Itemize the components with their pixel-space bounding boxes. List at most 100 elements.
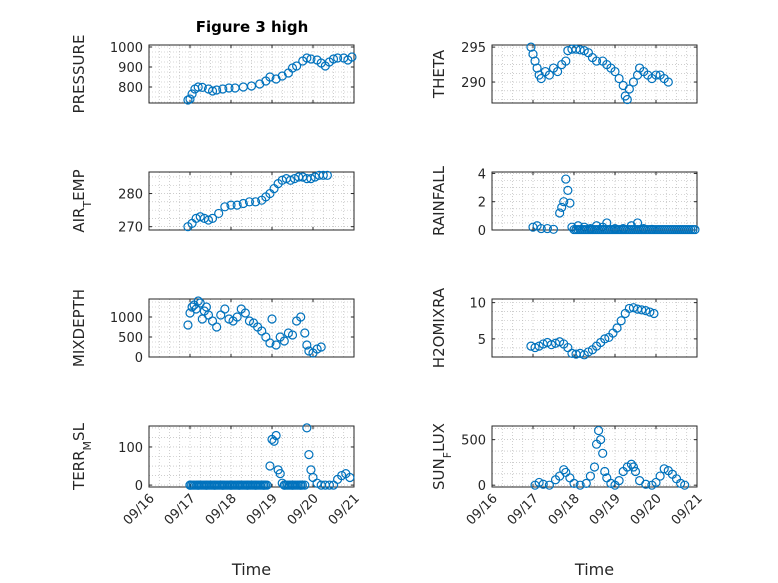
data-point	[628, 303, 639, 313]
data-point	[246, 81, 257, 91]
data-point	[269, 436, 279, 446]
data-point	[207, 213, 218, 223]
x-tick-label: 09/18	[546, 491, 583, 528]
data-point	[267, 314, 277, 324]
data-point	[622, 94, 632, 105]
y-axis-label: TERRMSL	[70, 422, 94, 491]
y-tick-label: 2	[478, 196, 486, 211]
axes-frame	[491, 298, 698, 358]
data-point	[292, 61, 302, 71]
data-point	[591, 56, 602, 66]
data-point	[306, 174, 316, 184]
data-point	[232, 312, 242, 322]
data-point	[616, 316, 626, 326]
data-point	[596, 435, 606, 445]
y-tick-label: 0	[478, 479, 486, 494]
x-tick-label: 09/17	[505, 491, 542, 528]
axes-background	[148, 298, 355, 358]
data-point	[552, 66, 563, 77]
data-point	[287, 330, 298, 340]
data-point	[297, 480, 307, 490]
data-point	[561, 174, 571, 184]
x-tick-label: 09/17	[162, 491, 199, 528]
data-point	[544, 480, 555, 490]
subplot-5: 0 500 1000 MIXDEPTH	[70, 289, 355, 367]
y-tick-label: 270	[118, 221, 143, 236]
data-point	[637, 305, 647, 315]
data-point	[614, 476, 624, 486]
data-point	[534, 477, 544, 488]
subplot-4: 0 2 4 RAINFALL	[430, 165, 700, 239]
x-axis-label: Time	[574, 560, 614, 579]
axes-frame	[148, 171, 355, 231]
data-point	[559, 197, 569, 207]
data-point	[347, 52, 357, 62]
data-point	[548, 224, 559, 234]
data-point	[645, 307, 655, 317]
y-tick-label: 100	[118, 441, 143, 456]
subplot-2: 290 295 THETA	[430, 41, 698, 105]
data-point	[187, 89, 197, 99]
data-point	[538, 479, 548, 489]
data-point	[632, 218, 643, 228]
y-tick-label: 4	[478, 167, 486, 182]
data-point	[675, 478, 686, 488]
data-point	[614, 73, 624, 84]
data-point	[598, 448, 608, 458]
data-point	[300, 480, 310, 490]
data-point	[302, 423, 312, 433]
data-point	[212, 322, 222, 332]
data-point	[193, 82, 203, 92]
data-point	[226, 200, 236, 210]
data-point	[600, 466, 610, 477]
data-point	[651, 70, 661, 80]
data-point	[602, 218, 612, 228]
y-axis-label: THETA	[430, 49, 448, 99]
subplot-8: 09/16 09/17 09/18 09/19 09/20 09/21 0 500 SUNFLU…	[430, 423, 706, 579]
x-tick-label: 09/20	[285, 491, 322, 528]
y-axis-label: PRESSURE	[70, 35, 88, 114]
data-point	[214, 208, 224, 219]
data-point	[302, 53, 312, 63]
data-point	[185, 94, 195, 104]
data-point	[561, 56, 571, 66]
data-point	[197, 82, 207, 93]
data-point	[318, 170, 328, 180]
data-point	[542, 223, 552, 234]
data-point	[316, 342, 326, 352]
axes-frame	[148, 44, 355, 104]
data-point	[244, 197, 255, 207]
y-tick-label: 290	[461, 76, 486, 91]
data-point	[238, 198, 248, 209]
subplot-7: 09/16 09/17 09/18 09/19 09/20 09/21 0 100 TERRMS…	[70, 422, 363, 579]
x-tick-label: 09/19	[244, 491, 281, 528]
y-tick-label: 280	[118, 188, 143, 203]
data-point	[641, 479, 651, 489]
data-point	[606, 478, 616, 488]
y-tick-label: 0	[478, 224, 486, 239]
data-point	[296, 312, 306, 322]
data-point	[680, 480, 690, 490]
data-point	[612, 323, 622, 333]
data-point	[593, 425, 604, 436]
data-point	[212, 85, 222, 95]
data-point	[322, 170, 332, 180]
x-tick-label: 09/19	[587, 491, 624, 528]
data-point	[563, 185, 573, 195]
data-point	[240, 308, 250, 318]
y-tick-label: 500	[118, 331, 143, 346]
data-point	[630, 466, 641, 477]
data-point	[663, 77, 673, 87]
data-point	[220, 304, 230, 314]
data-point	[610, 66, 620, 77]
figure-title: Figure 3 high	[196, 18, 309, 36]
data-point	[575, 45, 585, 55]
data-point	[555, 208, 565, 218]
data-point	[530, 342, 540, 353]
data-point	[279, 336, 289, 346]
data-point	[300, 328, 310, 338]
data-point	[328, 54, 339, 64]
data-point	[262, 480, 272, 490]
subplot-6: 5 10 H2OMIXRA	[430, 287, 698, 368]
y-tick-label: 10	[469, 297, 486, 312]
